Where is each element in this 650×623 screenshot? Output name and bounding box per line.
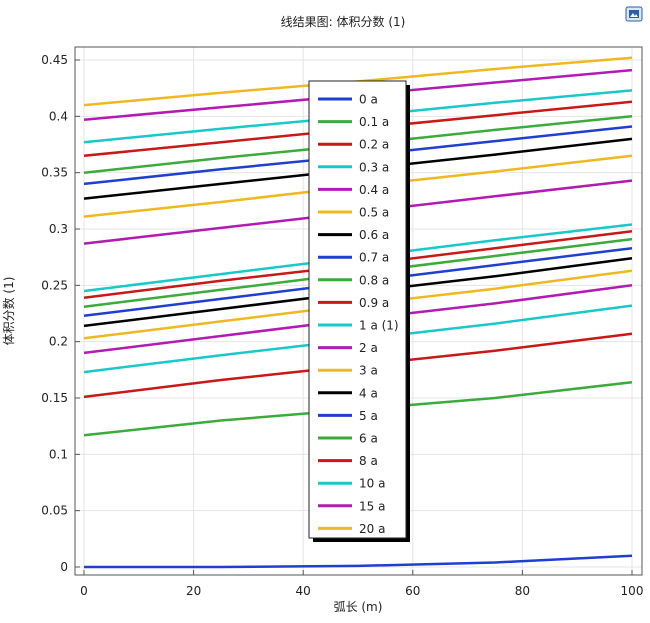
legend-label: 6 a <box>359 432 378 446</box>
legend-label: 0.8 a <box>359 273 389 287</box>
legend-label: 0.9 a <box>359 296 389 310</box>
x-tick-label: 80 <box>515 584 530 598</box>
image-export-icon[interactable] <box>625 6 643 22</box>
legend-label: 0.4 a <box>359 183 389 197</box>
y-tick-label: 0.35 <box>41 166 68 180</box>
ticks-layer: 0 20 40 60 80 100 0 0.05 0.1 0.15 0.2 0.25 0.3 0.35 0.… <box>41 53 643 598</box>
legend-label: 0.6 a <box>359 228 389 242</box>
y-tick-label: 0.25 <box>41 278 68 292</box>
legend-label: 0 a <box>359 93 378 107</box>
y-tick-label: 0.2 <box>49 335 68 349</box>
x-tick-label: 0 <box>80 584 88 598</box>
x-tick-label: 100 <box>621 584 644 598</box>
y-tick-label: 0.4 <box>49 109 68 123</box>
series-line-0 <box>84 554 633 569</box>
legend-label: 15 a <box>359 499 385 513</box>
x-tick-label: 60 <box>405 584 420 598</box>
y-tick-label: 0.45 <box>41 53 68 67</box>
x-axis-label: 弧长 (m) <box>334 600 383 614</box>
y-tick-label: 0.05 <box>41 504 68 518</box>
legend: 0 a 0.1 a 0.2 a 0.3 a 0.4 a 0.5 a 0.6 a 0.7 a 0.… <box>308 80 410 542</box>
legend-label: 20 a <box>359 522 385 536</box>
chart-title: 线结果图: 体积分数 (1) <box>281 14 406 29</box>
legend-label: 0.5 a <box>359 206 389 220</box>
legend-label: 0.3 a <box>359 160 389 174</box>
legend-label: 8 a <box>359 454 378 468</box>
legend-label: 10 a <box>359 477 385 491</box>
legend-label: 2 a <box>359 341 378 355</box>
y-axis-label: 体积分数 (1) <box>1 277 16 346</box>
y-tick-label: 0 <box>60 560 68 574</box>
x-tick-label: 20 <box>186 584 201 598</box>
legend-label: 1 a (1) <box>359 319 399 333</box>
plot-area-frame <box>74 46 643 576</box>
legend-label: 0.7 a <box>359 251 389 265</box>
legend-label: 4 a <box>359 386 378 400</box>
y-tick-label: 0.15 <box>41 391 68 405</box>
legend-box <box>308 80 407 539</box>
legend-label: 3 a <box>359 364 378 378</box>
legend-items: 0 a 0.1 a 0.2 a 0.3 a 0.4 a 0.5 a 0.6 a 0.7 a 0.… <box>318 93 399 536</box>
legend-label: 0.1 a <box>359 115 389 129</box>
legend-label: 0.2 a <box>359 138 389 152</box>
y-tick-label: 0.3 <box>49 222 68 236</box>
y-tick-label: 0.1 <box>49 447 68 461</box>
x-tick-label: 40 <box>296 584 311 598</box>
legend-label: 5 a <box>359 409 378 423</box>
